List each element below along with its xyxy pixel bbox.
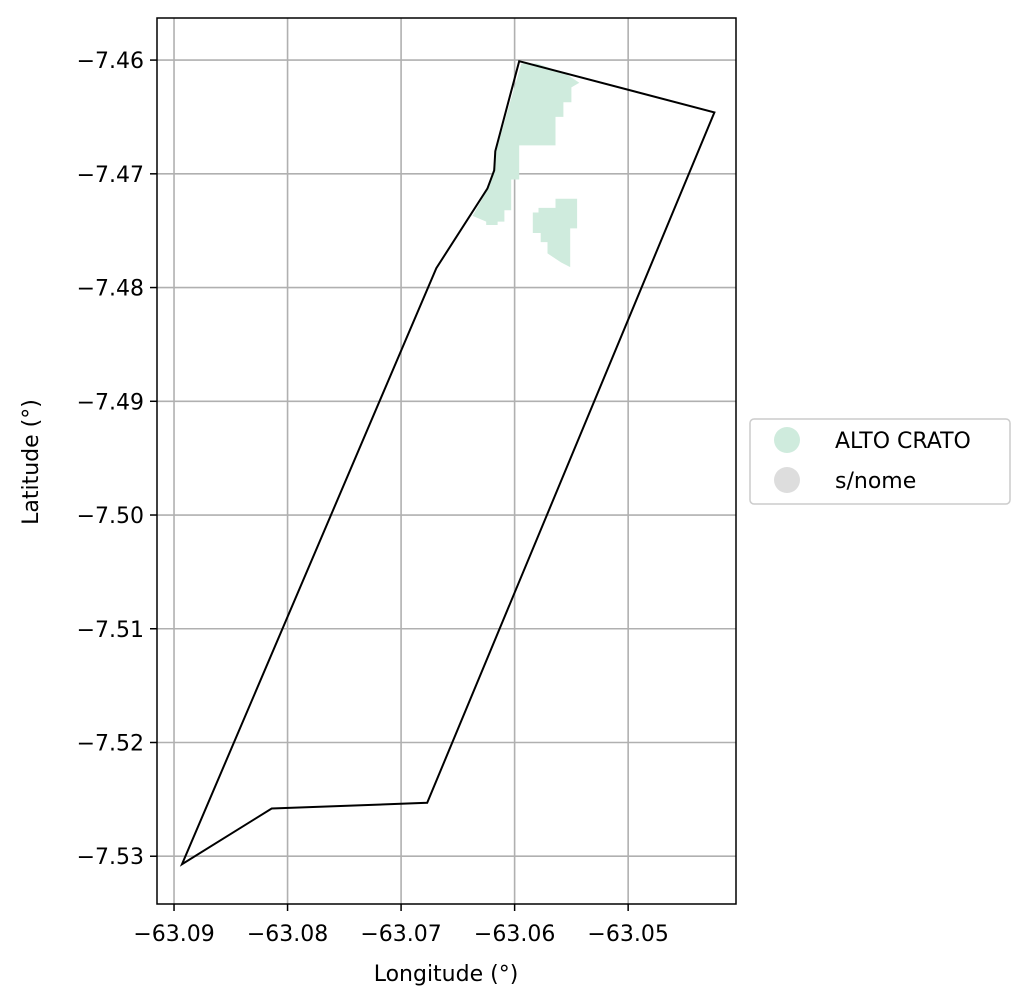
y-axis-ticks: −7.46 −7.47 −7.48 −7.49 −7.50 −7.51 −7.52 −7.53 [77,49,157,870]
x-axis-ticks: −63.09 −63.08 −63.07 −63.06 −63.05 [133,904,669,947]
x-tick-label: −63.07 [360,922,441,947]
region-fills [472,63,580,268]
y-tick-label: −7.48 [77,277,144,302]
legend-label-alto-crato: ALTO CRATO [835,429,971,454]
y-tick-label: −7.51 [77,618,144,643]
plot-frame [156,17,737,905]
boundary-outline [179,59,716,867]
legend-swatch-s-nome [774,467,800,493]
x-tick-label: −63.05 [587,922,668,947]
y-tick-label: −7.47 [77,163,144,188]
x-axis-label: Longitude (°) [374,962,519,987]
y-tick-label: −7.50 [77,504,144,529]
y-axis-label: Latitude (°) [19,399,44,525]
x-tick-label: −63.06 [474,922,555,947]
y-tick-label: −7.46 [77,49,144,74]
x-tick-label: −63.09 [133,922,214,947]
legend-swatch-alto-crato [774,427,800,453]
x-tick-label: −63.08 [247,922,328,947]
grid-lines [157,18,736,904]
y-tick-label: −7.49 [77,390,144,415]
y-tick-label: −7.53 [77,845,144,870]
boundary-polygon [179,59,716,867]
region-polygon [472,63,580,225]
region-polygon [532,198,578,268]
legend-frame [749,418,1011,505]
legend-label-s-nome: s/nome [835,469,916,494]
y-tick-label: −7.52 [77,731,144,756]
legend: ALTO CRATO s/nome [749,418,1011,505]
